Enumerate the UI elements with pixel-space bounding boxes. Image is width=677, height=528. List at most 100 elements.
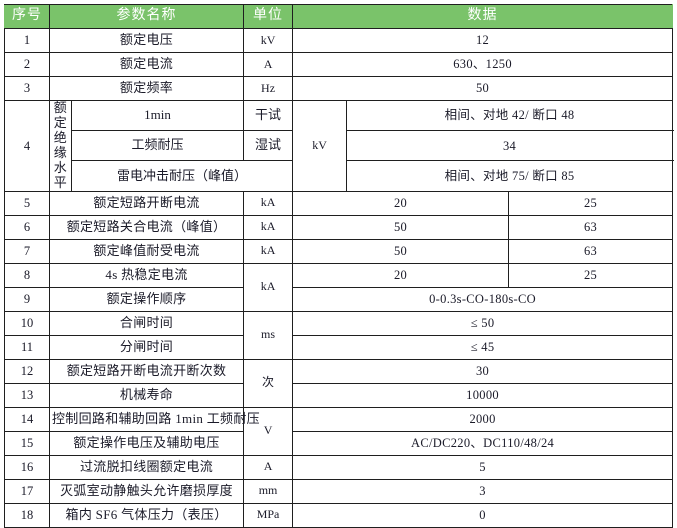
row-data: 5 [292,454,674,480]
row-parameter: 额定频率 [48,76,245,101]
row-index: 7 [4,238,50,264]
insulation-label-line-2: 绝缘 [53,129,68,160]
row-data: 30 [292,358,674,384]
table-row: 7 额定峰值耐受电流 kA 50 63 [4,238,674,264]
insulation-label-line-3: 水平 [53,159,68,190]
row-data: 2000 [292,406,674,432]
row-index: 11 [4,334,50,360]
table-row: 11 分闸时间 ≤ 45 [4,334,674,360]
row-index: 5 [4,190,50,216]
row-unit: 次 [243,358,294,408]
row-parameter: 额定峰值耐受电流 [48,238,245,264]
table-row-insulation: 雷电冲击耐压（峰值） 相间、对地 75/ 断口 85 [5,160,674,192]
row-data: 10000 [292,382,674,408]
table-row: 2 额定电流 A 630、1250 [4,52,674,77]
row-unit: Hz [243,76,294,101]
row-unit: ms [243,310,294,360]
row-index: 1 [4,28,50,53]
row-index: 15 [4,430,50,456]
row-unit: A [243,454,294,480]
row-data-left: 20 [292,190,510,216]
table-row: 18 箱内 SF6 气体压力（表压） MPa 0 [4,502,674,528]
row-parameter: 4s 热稳定电流 [48,262,245,288]
table-row: 8 4s 热稳定电流 kA 20 25 [4,262,674,312]
row-data-left: 50 [292,214,510,240]
row-index: 18 [4,502,50,528]
row-parameter: 额定电压 [48,28,245,53]
row-index: 16 [4,454,50,480]
row-index: 9 [4,286,50,312]
row-unit: kA [243,238,294,264]
row-data-right: 25 [508,262,674,288]
table-row: 12 额定短路开断电流开断次数 次 30 [4,358,674,408]
row-data: 34 [346,130,674,162]
insulation-sub-test: 湿试 [243,130,294,162]
row-parameter: 过流脱扣线圈额定电流 [48,454,245,480]
row-parameter: 额定短路开断电流 [48,190,245,216]
header-data: 数据 [292,4,674,29]
row-parameter: 额定操作电压及辅助电压 [48,430,245,456]
row-data: 3 [292,478,674,504]
row-data-right: 63 [508,214,674,240]
row-parameter: 额定短路开断电流开断次数 [48,358,245,384]
insulation-label-line-1: 额定 [53,100,68,130]
insulation-group-label: 额定 绝缘 水平 [49,100,72,192]
row-data: 相间、对地 75/ 断口 85 [346,160,674,192]
row-parameter: 机械寿命 [48,382,245,408]
row-index: 8 [4,262,50,288]
row-index: 2 [4,52,50,77]
row-data: 630、1250 [292,52,674,77]
row-parameter: 额定电流 [48,52,245,77]
insulation-sub-name: 雷电冲击耐压（峰值） [70,160,294,192]
table-row: 5 额定短路开断电流 kA 20 25 [4,190,674,216]
row-data: 12 [292,28,674,53]
row-data-left: 50 [292,238,510,264]
insulation-sub-test: 干试 [243,99,294,132]
row-unit: kA [243,214,294,240]
row-index: 14 [4,406,50,432]
table-row: 14 控制回路和辅助回路 1min 工频耐压 V 2000 [4,406,674,456]
insulation-sub-name: 工频耐压 [70,130,245,162]
row-unit: kV [292,100,348,192]
row-unit: kA [243,262,294,312]
row-data: ≤ 45 [292,334,674,360]
row-data: AC/DC220、DC110/48/24 [292,430,674,456]
table-row-insulation: 4 额定 绝缘 水平 1min 干试 kV 相间、对地 42/ 断口 48 [4,99,674,192]
row-data: 0-0.3s-CO-180s-CO [292,286,674,312]
row-unit: kA [243,190,294,216]
row-parameter: 控制回路和辅助回路 1min 工频耐压 [48,406,260,432]
row-parameter: 额定短路关合电流（峰值） [48,214,245,240]
row-index: 10 [4,310,50,336]
row-data-right: 25 [508,190,674,216]
row-data: ≤ 50 [292,310,674,336]
row-parameter: 灭弧室动静触头允许磨损厚度 [48,478,245,504]
row-parameter: 额定操作顺序 [48,286,245,312]
row-unit: kV [243,28,294,53]
row-parameter: 合闸时间 [48,310,245,336]
table-row: 6 额定短路关合电流（峰值） kA 50 63 [4,214,674,240]
row-parameter: 箱内 SF6 气体压力（表压） [48,502,245,528]
table-row: 10 合闸时间 ms ≤ 50 [4,310,674,360]
insulation-sub-name: 1min [70,99,245,132]
row-unit: A [243,52,294,77]
row-index: 6 [4,214,50,240]
row-data: 相间、对地 42/ 断口 48 [346,99,674,132]
row-data: 50 [292,76,674,101]
table-row: 17 灭弧室动静触头允许磨损厚度 mm 3 [4,478,674,504]
row-index: 13 [4,382,50,408]
header-row: 序号 参数名称 单位 数据 [4,4,674,29]
table-row: 15 额定操作电压及辅助电压 AC/DC220、DC110/48/24 [4,430,674,456]
row-index: 12 [4,358,50,384]
header-unit: 单位 [243,4,294,29]
header-parameter-name: 参数名称 [48,4,245,29]
row-data-left: 20 [292,262,510,288]
table-row: 13 机械寿命 10000 [4,382,674,408]
row-unit: MPa [243,502,294,528]
row-index: 4 [4,100,50,192]
row-index: 3 [4,76,50,101]
row-data: 0 [292,502,674,528]
table-body: 1 额定电压 kV 12 2 额定电流 A 630、1250 3 额定频率 Hz… [4,28,674,528]
technical-specification-table: 序号 参数名称 单位 数据 1 额定电压 kV 12 2 额定电流 A 630、… [4,4,674,528]
row-data-right: 63 [508,238,674,264]
